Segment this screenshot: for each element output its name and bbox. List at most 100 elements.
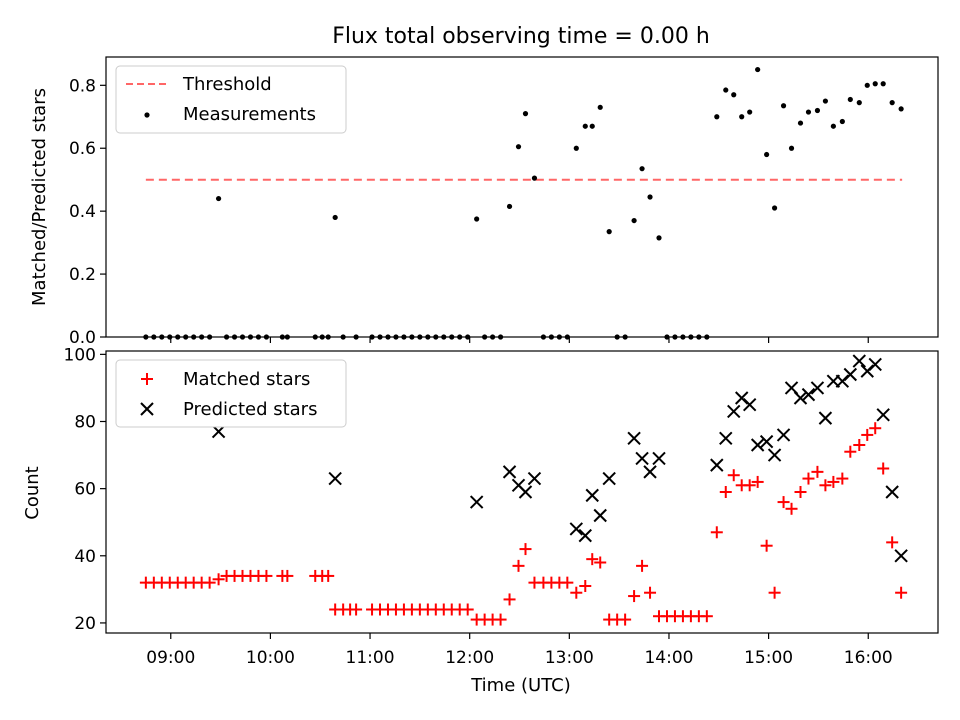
measurement-point: [639, 166, 645, 172]
predicted-star-point: [727, 404, 741, 419]
predicted-star-mark-b: [328, 471, 342, 486]
measurements-legend-label: Measurements: [183, 104, 316, 125]
matched-star-point: [461, 603, 474, 616]
predicted-star-point: [652, 451, 666, 466]
count-legend-box: [115, 359, 347, 428]
x-tick-label: 13:00: [545, 648, 594, 668]
matched-star-point: [512, 559, 525, 572]
y-tick-label: 20: [74, 614, 96, 634]
matched-star-point: [586, 553, 599, 566]
matched-star-point: [768, 586, 781, 599]
predicted-star-mark-b: [585, 488, 599, 503]
matched-star-point: [869, 422, 882, 435]
predicted-star-point: [211, 424, 226, 439]
predicted-star-mark-b: [784, 381, 799, 395]
count-legend: Matched stars Predicted stars: [115, 359, 347, 428]
measurement-point: [531, 175, 538, 181]
predicted-star-point: [776, 428, 791, 442]
y-tick-label: 0.6: [69, 139, 96, 159]
predicted-star-point: [843, 367, 858, 382]
matched-star-point: [203, 576, 216, 589]
predicted-star-point: [801, 387, 816, 402]
count-marks: [139, 354, 908, 626]
predicted-star-point: [502, 465, 517, 479]
predicted-star-point: [868, 357, 882, 372]
predicted-star-mark-b: [742, 398, 757, 412]
measurement-point: [606, 229, 612, 235]
measurement-point: [771, 205, 778, 211]
measurement-point: [797, 120, 804, 126]
matched-star-point: [579, 580, 592, 592]
measurement-point: [522, 111, 529, 117]
predicted-star-point: [527, 471, 542, 486]
predicted-star-mark-b: [578, 528, 592, 543]
predicted-star-point: [719, 431, 733, 445]
predicted-legend-label: Predicted stars: [183, 399, 317, 420]
measurement-point: [714, 114, 720, 120]
count-y-axis-label: Count: [22, 466, 43, 519]
measurement-point: [731, 92, 737, 98]
chart-title: Flux total observing time = 0.00 h: [332, 24, 710, 49]
predicted-star-mark-b: [876, 408, 890, 422]
predicted-star-point: [328, 471, 342, 486]
measurement-point: [856, 100, 862, 106]
y-tick-label: 0.0: [69, 328, 96, 348]
predicted-star-mark-b: [818, 411, 833, 425]
predicted-star-mark-b: [843, 367, 858, 382]
predicted-star-mark-b: [750, 438, 765, 452]
ratio-legend-box: [115, 65, 347, 134]
predicted-star-mark-b: [894, 549, 908, 563]
predicted-star-mark-b: [643, 465, 657, 479]
matched-legend-label: Matched stars: [183, 369, 310, 390]
measurement-point: [822, 98, 829, 104]
matched-star-point: [844, 445, 857, 458]
y-tick-label: 0.4: [69, 202, 96, 222]
predicted-star-mark-b: [627, 431, 641, 445]
predicted-star-point: [585, 488, 599, 503]
y-tick-label: 0.8: [69, 76, 96, 96]
matched-star-point: [260, 569, 273, 582]
matched-star-point: [895, 586, 908, 599]
measurement-point: [814, 107, 821, 114]
predicted-star-point: [818, 411, 833, 425]
x-tick-label: 11:00: [346, 648, 395, 668]
matched-star-point: [519, 543, 532, 556]
matched-star-point: [644, 586, 657, 599]
x-tick-label: 14:00: [644, 648, 693, 668]
matched-star-point: [727, 469, 740, 482]
measurement-point: [474, 216, 480, 222]
measurement-point: [805, 109, 812, 115]
predicted-star-mark-b: [719, 431, 733, 445]
predicted-star-point: [767, 448, 782, 462]
matched-star-point: [636, 559, 649, 572]
measurement-point: [631, 217, 637, 224]
x-tick-label: 12:00: [445, 648, 494, 668]
matched-star-point: [853, 439, 866, 451]
predicted-star-point: [643, 465, 657, 479]
x-axis-label: Time (UTC): [470, 675, 571, 696]
predicted-star-mark-b: [635, 451, 649, 466]
y-tick-label: 0.2: [69, 265, 96, 285]
matched-star-point: [719, 486, 732, 498]
matched-star-point: [743, 479, 756, 492]
predicted-star-mark-b: [710, 458, 724, 472]
matched-star-point: [561, 576, 574, 589]
matched-star-point: [212, 573, 225, 586]
measurement-point: [847, 96, 853, 103]
predicted-star-point: [742, 398, 757, 412]
predicted-star-point: [518, 485, 533, 499]
predicted-star-point: [759, 434, 774, 449]
count-axes: 20 40 60 80 100 09:00 10:00 11:00 12:00 13:00 14:0…: [64, 345, 893, 668]
predicted-star-mark-b: [652, 451, 666, 466]
measurement-point: [780, 103, 787, 109]
predicted-star-point: [750, 438, 765, 452]
y-tick-label: 40: [74, 547, 96, 567]
measurement-point: [589, 123, 595, 129]
measurements-legend-swatch: [144, 112, 150, 118]
measurement-point: [889, 100, 895, 106]
ratio-axes: 0.0 0.2 0.4 0.6 0.8: [69, 76, 869, 348]
predicted-star-point: [593, 508, 607, 523]
matched-star-point: [281, 569, 294, 582]
matched-star-point: [710, 526, 723, 539]
ratio-axes-frame: [105, 56, 939, 338]
